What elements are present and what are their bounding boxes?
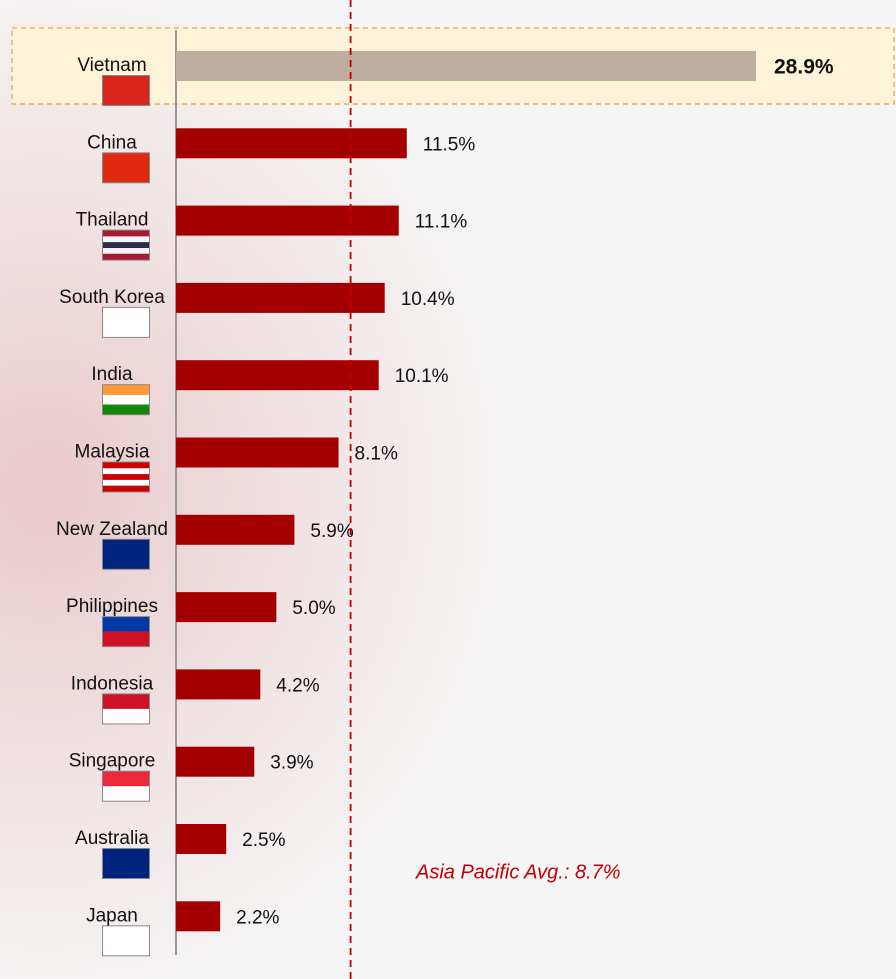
flag xyxy=(103,786,149,801)
category-label: Australia xyxy=(75,828,149,849)
value-label: 2.5% xyxy=(242,830,285,851)
bar xyxy=(176,283,385,313)
flag xyxy=(103,772,149,787)
category-label: Malaysia xyxy=(75,442,150,463)
flag xyxy=(103,236,149,242)
flag xyxy=(103,242,149,248)
category-label: Vietnam xyxy=(77,55,146,76)
category-label: Singapore xyxy=(69,751,156,772)
flag xyxy=(103,480,149,486)
chart: 28.9% Vietnam 11.5% China 11.1% Thailand 10.4%… xyxy=(0,0,896,979)
flag xyxy=(103,76,149,105)
flag xyxy=(103,254,149,260)
category-label: Thailand xyxy=(76,210,149,231)
bar xyxy=(176,438,339,468)
flag xyxy=(103,308,149,337)
value-label: 4.2% xyxy=(276,675,319,696)
category-label: India xyxy=(91,364,133,385)
bar xyxy=(176,360,379,390)
value-label: 10.1% xyxy=(395,366,449,387)
bar xyxy=(176,128,407,158)
flag xyxy=(103,694,149,709)
value-label: 11.5% xyxy=(423,134,476,155)
flag xyxy=(103,248,149,254)
category-label: China xyxy=(87,132,137,153)
flag xyxy=(103,405,149,415)
category-label: Philippines xyxy=(66,596,158,617)
bar xyxy=(176,592,276,622)
value-label: 8.1% xyxy=(355,444,398,465)
value-label: 2.2% xyxy=(236,907,279,928)
value-label: 11.1% xyxy=(415,212,468,233)
bar xyxy=(176,515,294,545)
flag xyxy=(103,926,149,955)
category-label: New Zealand xyxy=(56,519,168,540)
flag xyxy=(103,709,149,724)
flag xyxy=(103,395,149,405)
flag xyxy=(103,385,149,395)
value-label: 3.9% xyxy=(270,753,313,774)
value-label: 10.4% xyxy=(401,289,455,310)
category-label: Indonesia xyxy=(71,673,154,694)
flag xyxy=(103,474,149,480)
value-label: 5.0% xyxy=(292,598,335,619)
flag xyxy=(103,463,149,469)
category-label: Japan xyxy=(86,905,138,926)
flag xyxy=(103,231,149,237)
value-label: 5.9% xyxy=(310,521,353,542)
flag xyxy=(103,540,149,569)
flag xyxy=(103,153,149,182)
flag xyxy=(103,486,149,492)
category-label: South Korea xyxy=(59,287,165,308)
bar xyxy=(176,901,220,931)
flag xyxy=(103,632,149,647)
flag xyxy=(103,468,149,474)
flag xyxy=(103,849,149,878)
bar xyxy=(176,51,756,81)
bar xyxy=(176,747,254,777)
page: 28.9% Vietnam 11.5% China 11.1% Thailand 10.4%… xyxy=(0,0,896,979)
bar xyxy=(176,669,260,699)
average-label: Asia Pacific Avg.: 8.7% xyxy=(415,861,621,883)
value-label: 28.9% xyxy=(774,56,834,79)
flag xyxy=(103,617,149,632)
bar xyxy=(176,206,399,236)
bar xyxy=(176,824,226,854)
